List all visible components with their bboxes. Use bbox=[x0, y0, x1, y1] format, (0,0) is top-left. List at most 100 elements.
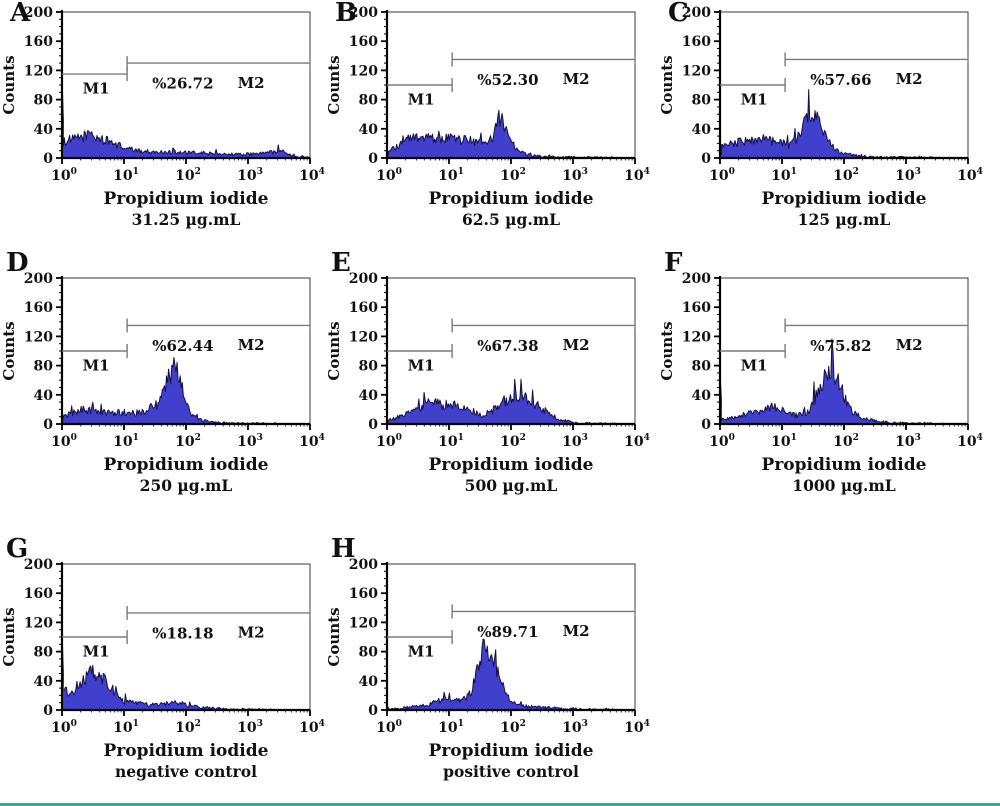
panel-b: B 0 40 80 120 160 200 100 101 102 103 104 M1 %52.30 M2… bbox=[325, 0, 658, 250]
x-tick-label: 100 bbox=[51, 167, 77, 184]
m1-label: M1 bbox=[83, 80, 110, 98]
x-axis-title: Propidium iodide bbox=[429, 189, 594, 209]
panel-g: G 0 40 80 120 160 200 100 101 102 103 104 M1 %18.18 M2… bbox=[0, 534, 333, 788]
m1-label: M1 bbox=[408, 357, 435, 375]
m2-label: M2 bbox=[238, 74, 265, 92]
y-tick-label: 200 bbox=[682, 5, 711, 21]
y-tick-label: 80 bbox=[34, 645, 54, 661]
m2-label: M2 bbox=[563, 622, 590, 640]
dose-label: positive control bbox=[443, 762, 579, 781]
x-axis-title: Propidium iodide bbox=[104, 455, 269, 475]
percent-label: %67.38 bbox=[477, 337, 538, 355]
y-tick-label: 0 bbox=[701, 151, 711, 167]
y-tick-label: 160 bbox=[682, 34, 711, 50]
x-tick-label: 101 bbox=[771, 433, 797, 450]
panel-letter: B bbox=[335, 0, 357, 28]
y-tick-label: 0 bbox=[43, 417, 53, 433]
y-tick-label: 80 bbox=[692, 93, 712, 109]
y-tick-label: 120 bbox=[24, 329, 53, 345]
y-tick-label: 200 bbox=[349, 557, 378, 573]
y-tick-label: 0 bbox=[368, 151, 378, 167]
m2-label: M2 bbox=[896, 70, 923, 88]
percent-label: %62.44 bbox=[152, 337, 213, 355]
y-tick-label: 40 bbox=[692, 388, 712, 404]
y-axis-title: Counts bbox=[325, 55, 343, 114]
dose-label: 500 µg.mL bbox=[465, 476, 558, 495]
panel-d: D 0 40 80 120 160 200 100 101 102 103 104 M1 %62.44 M2… bbox=[0, 248, 333, 502]
histogram-plot: 0 40 80 120 160 200 100 101 102 103 104 M1 %52.30 M2 C… bbox=[325, 5, 650, 229]
y-tick-label: 0 bbox=[43, 151, 53, 167]
x-tick-label: 101 bbox=[771, 167, 797, 184]
percent-label: %57.66 bbox=[810, 71, 871, 89]
y-tick-label: 200 bbox=[349, 271, 378, 287]
histogram-plot: 0 40 80 120 160 200 100 101 102 103 104 M1 %75.82 M2 C… bbox=[658, 271, 983, 495]
y-tick-label: 80 bbox=[34, 93, 54, 109]
histogram-plot: 0 40 80 120 160 200 100 101 102 103 104 M1 %57.66 M2 C… bbox=[658, 5, 983, 229]
y-tick-label: 40 bbox=[34, 122, 54, 138]
y-tick-label: 40 bbox=[359, 122, 379, 138]
x-tick-label: 104 bbox=[299, 167, 325, 184]
y-tick-label: 80 bbox=[359, 645, 379, 661]
x-tick-label: 103 bbox=[562, 167, 588, 184]
panel-a: A 0 40 80 120 160 200 100 101 102 103 104 M1 %26.72 M2… bbox=[0, 0, 333, 250]
y-tick-label: 0 bbox=[368, 417, 378, 433]
x-tick-label: 103 bbox=[237, 433, 263, 450]
x-tick-label: 101 bbox=[438, 433, 464, 450]
y-tick-label: 120 bbox=[682, 329, 711, 345]
x-axis-title: Propidium iodide bbox=[429, 455, 594, 475]
x-tick-label: 101 bbox=[113, 719, 139, 736]
m2-label: M2 bbox=[563, 70, 590, 88]
x-tick-label: 104 bbox=[624, 719, 650, 736]
panel-letter: E bbox=[331, 248, 351, 278]
y-axis-title: Counts bbox=[0, 321, 18, 380]
panel-f: F 0 40 80 120 160 200 100 101 102 103 104 M1 %75.82 M2… bbox=[658, 248, 991, 502]
x-axis-title: Propidium iodide bbox=[762, 455, 927, 475]
y-tick-label: 0 bbox=[368, 703, 378, 719]
y-tick-label: 160 bbox=[682, 300, 711, 316]
histogram-plot: 0 40 80 120 160 200 100 101 102 103 104 M1 %26.72 M2 C… bbox=[0, 5, 325, 229]
panel-letter: A bbox=[10, 0, 31, 28]
panel-letter: D bbox=[6, 248, 29, 278]
y-tick-label: 120 bbox=[349, 615, 378, 631]
histogram-area bbox=[386, 638, 636, 711]
x-axis-title: Propidium iodide bbox=[104, 189, 269, 209]
y-tick-label: 80 bbox=[359, 359, 379, 375]
y-axis-title: Counts bbox=[658, 55, 676, 114]
x-tick-label: 102 bbox=[833, 167, 859, 184]
x-tick-label: 103 bbox=[562, 433, 588, 450]
panel-c: C 0 40 80 120 160 200 100 101 102 103 104 M1 %57.66 M2… bbox=[658, 0, 991, 250]
x-tick-label: 100 bbox=[51, 719, 77, 736]
x-axis-title: Propidium iodide bbox=[104, 741, 269, 761]
y-tick-label: 40 bbox=[359, 388, 379, 404]
y-tick-label: 120 bbox=[349, 329, 378, 345]
panel-e: E 0 40 80 120 160 200 100 101 102 103 104 M1 %67.38 M2… bbox=[325, 248, 658, 502]
y-tick-label: 120 bbox=[349, 63, 378, 79]
m1-label: M1 bbox=[741, 357, 768, 375]
dose-label: 125 µg.mL bbox=[798, 210, 891, 229]
x-tick-label: 102 bbox=[175, 167, 201, 184]
x-tick-label: 103 bbox=[237, 719, 263, 736]
x-tick-label: 100 bbox=[51, 433, 77, 450]
y-tick-label: 80 bbox=[692, 359, 712, 375]
x-tick-label: 100 bbox=[376, 719, 402, 736]
x-tick-label: 103 bbox=[237, 167, 263, 184]
dose-label: 31.25 µg.mL bbox=[132, 210, 241, 229]
histogram-plot: 0 40 80 120 160 200 100 101 102 103 104 M1 %89.71 M2 C… bbox=[325, 557, 650, 781]
percent-label: %89.71 bbox=[477, 623, 538, 641]
panel-h: H 0 40 80 120 160 200 100 101 102 103 104 M1 %89.71 M2… bbox=[325, 534, 658, 788]
y-tick-label: 40 bbox=[34, 388, 54, 404]
y-axis-title: Counts bbox=[325, 607, 343, 666]
panel-letter: F bbox=[664, 248, 683, 278]
y-tick-label: 160 bbox=[24, 34, 53, 50]
y-tick-label: 160 bbox=[24, 586, 53, 602]
y-tick-label: 200 bbox=[24, 271, 53, 287]
x-axis-title: Propidium iodide bbox=[762, 189, 927, 209]
x-tick-label: 104 bbox=[624, 433, 650, 450]
y-axis-title: Counts bbox=[0, 55, 18, 114]
panel-letter: C bbox=[668, 0, 689, 28]
dose-label: 62.5 µg.mL bbox=[462, 210, 560, 229]
x-tick-label: 100 bbox=[709, 433, 735, 450]
x-tick-label: 101 bbox=[113, 167, 139, 184]
x-tick-label: 101 bbox=[113, 433, 139, 450]
percent-label: %52.30 bbox=[477, 71, 538, 89]
